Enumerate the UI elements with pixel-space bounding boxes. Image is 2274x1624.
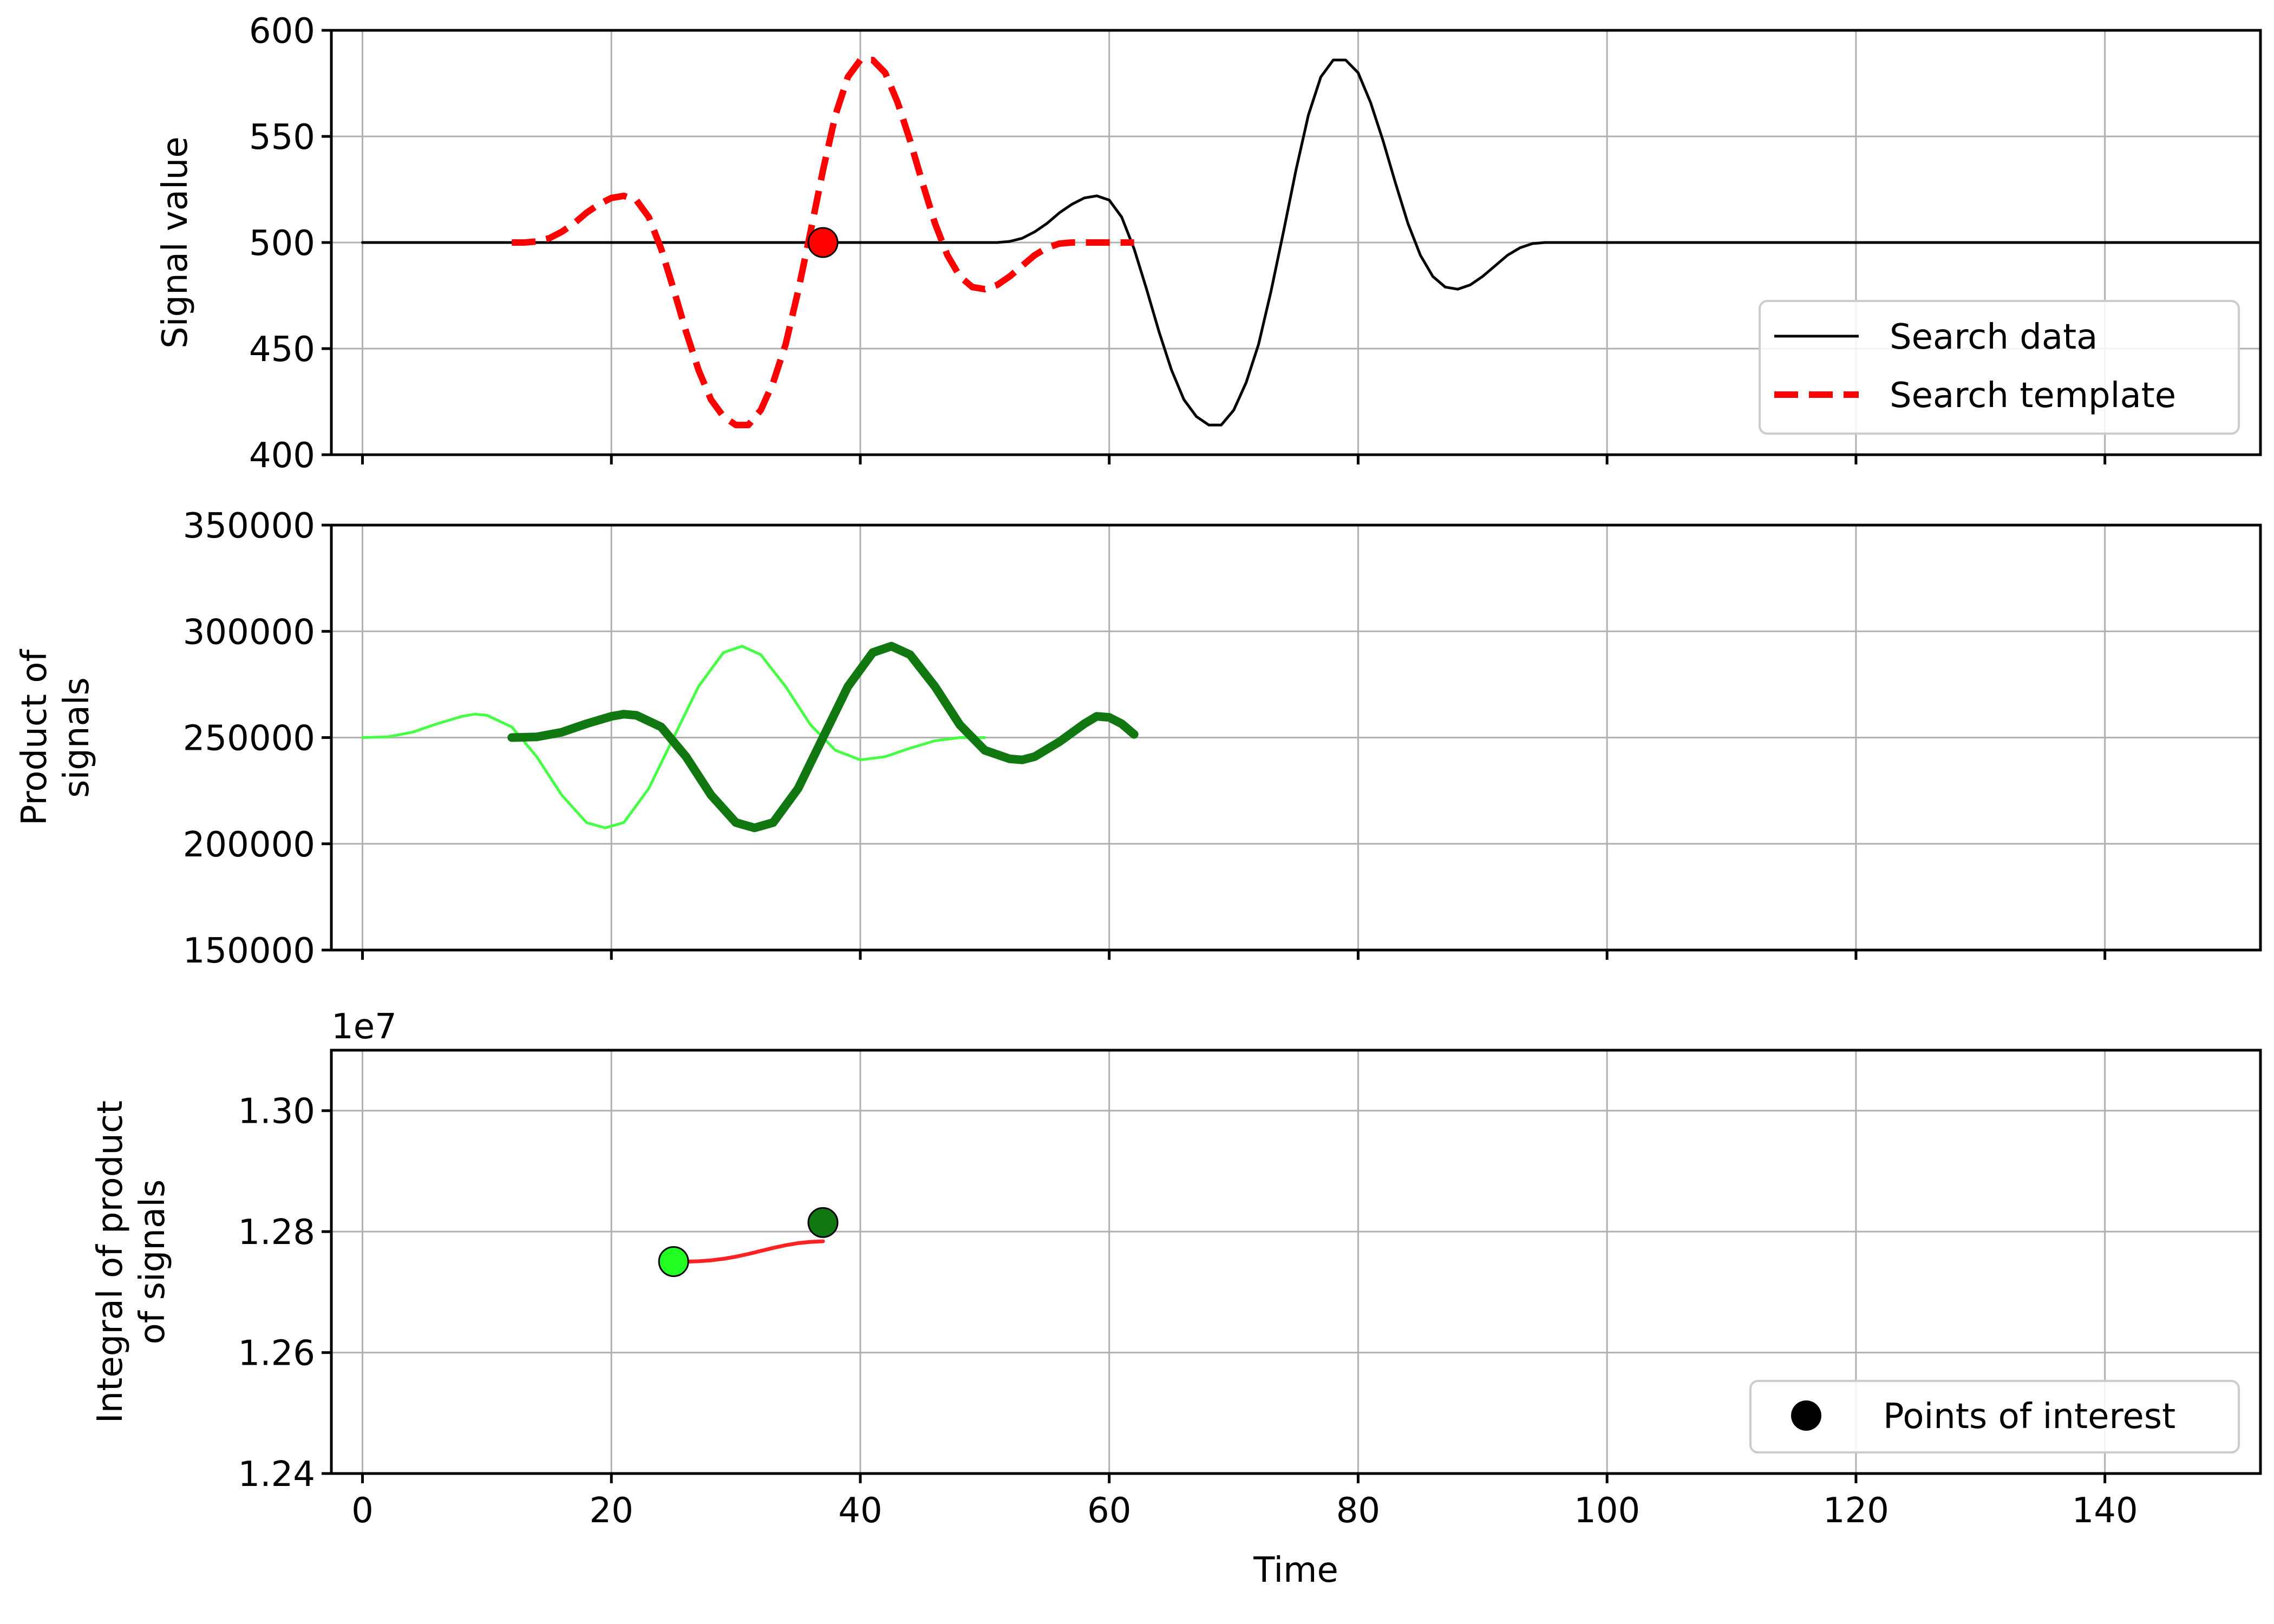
panel-1: 400 450 500 550 600 Signal value bbox=[155, 11, 2262, 476]
legend-box bbox=[1759, 300, 2240, 435]
legend-label-search-template: Search template bbox=[1890, 376, 2176, 416]
marker-point-1 bbox=[658, 1246, 689, 1277]
legend-marker-points-of-interest bbox=[1791, 1400, 1821, 1431]
marker-point-2 bbox=[807, 1207, 839, 1238]
y-tick-label: 450 bbox=[249, 330, 315, 370]
y-tick-label: 500 bbox=[249, 224, 315, 264]
y-tick-label: 250000 bbox=[183, 719, 315, 759]
y-tick-label: 400 bbox=[249, 436, 315, 476]
x-tick-label: 80 bbox=[1336, 1491, 1380, 1531]
y-tick-label: 200000 bbox=[183, 825, 315, 865]
x-tick-label: 40 bbox=[838, 1491, 882, 1531]
legend-panel-1: Search data Search template bbox=[1759, 300, 2240, 435]
legend-label-points-of-interest: Points of interest bbox=[1883, 1397, 2175, 1437]
y-tick-label: 150000 bbox=[183, 931, 315, 971]
marker-point-1 bbox=[807, 227, 839, 258]
series-line-1 bbox=[671, 1239, 825, 1264]
legend-label-search-data: Search data bbox=[1890, 317, 2097, 357]
x-tick-label: 60 bbox=[1087, 1491, 1131, 1531]
y-axis-label: Signal value bbox=[155, 136, 195, 349]
grid bbox=[331, 524, 2260, 951]
y-tick-label: 1.26 bbox=[238, 1334, 316, 1374]
x-tick-label: 0 bbox=[351, 1491, 374, 1531]
x-axis-label: Time bbox=[1253, 1550, 1338, 1590]
series-line-1 bbox=[361, 58, 2262, 427]
y-axis-label: of signals bbox=[133, 1180, 173, 1345]
legend-box bbox=[1749, 1380, 2240, 1453]
y-axis-label: Integral of product bbox=[90, 1101, 130, 1423]
axes-frame bbox=[330, 1049, 2262, 1475]
y-tick-label: 350000 bbox=[183, 506, 315, 546]
series-line-2 bbox=[507, 641, 1139, 833]
y-tick-label: 550 bbox=[249, 117, 315, 158]
series-line-1 bbox=[361, 645, 986, 829]
y-tick-label: 1.30 bbox=[238, 1092, 316, 1132]
x-tick-label: 20 bbox=[589, 1491, 633, 1531]
x-tick-label: 120 bbox=[1823, 1491, 1889, 1531]
y-axis-label: signals bbox=[57, 677, 97, 798]
y-axis-label: Product of bbox=[15, 649, 55, 826]
panel-3: 0 20 40 60 80 100 120 140 1.24 1.26 1.28 1.30 1e7 Int… bbox=[90, 1007, 2262, 1590]
legend-panel-3: Points of interest bbox=[1749, 1380, 2240, 1453]
offset-text: 1e7 bbox=[331, 1007, 397, 1047]
x-tick-label: 100 bbox=[1574, 1491, 1640, 1531]
y-tick-label: 300000 bbox=[183, 612, 315, 652]
y-tick-label: 600 bbox=[249, 11, 315, 51]
series-line-2 bbox=[512, 56, 1134, 429]
y-tick-label: 1.24 bbox=[238, 1455, 316, 1495]
y-tick-label: 1.28 bbox=[238, 1213, 316, 1253]
panel-2: 150000 200000 250000 300000 350000 Product of… bbox=[15, 506, 2262, 971]
x-tick-label: 140 bbox=[2072, 1491, 2138, 1531]
